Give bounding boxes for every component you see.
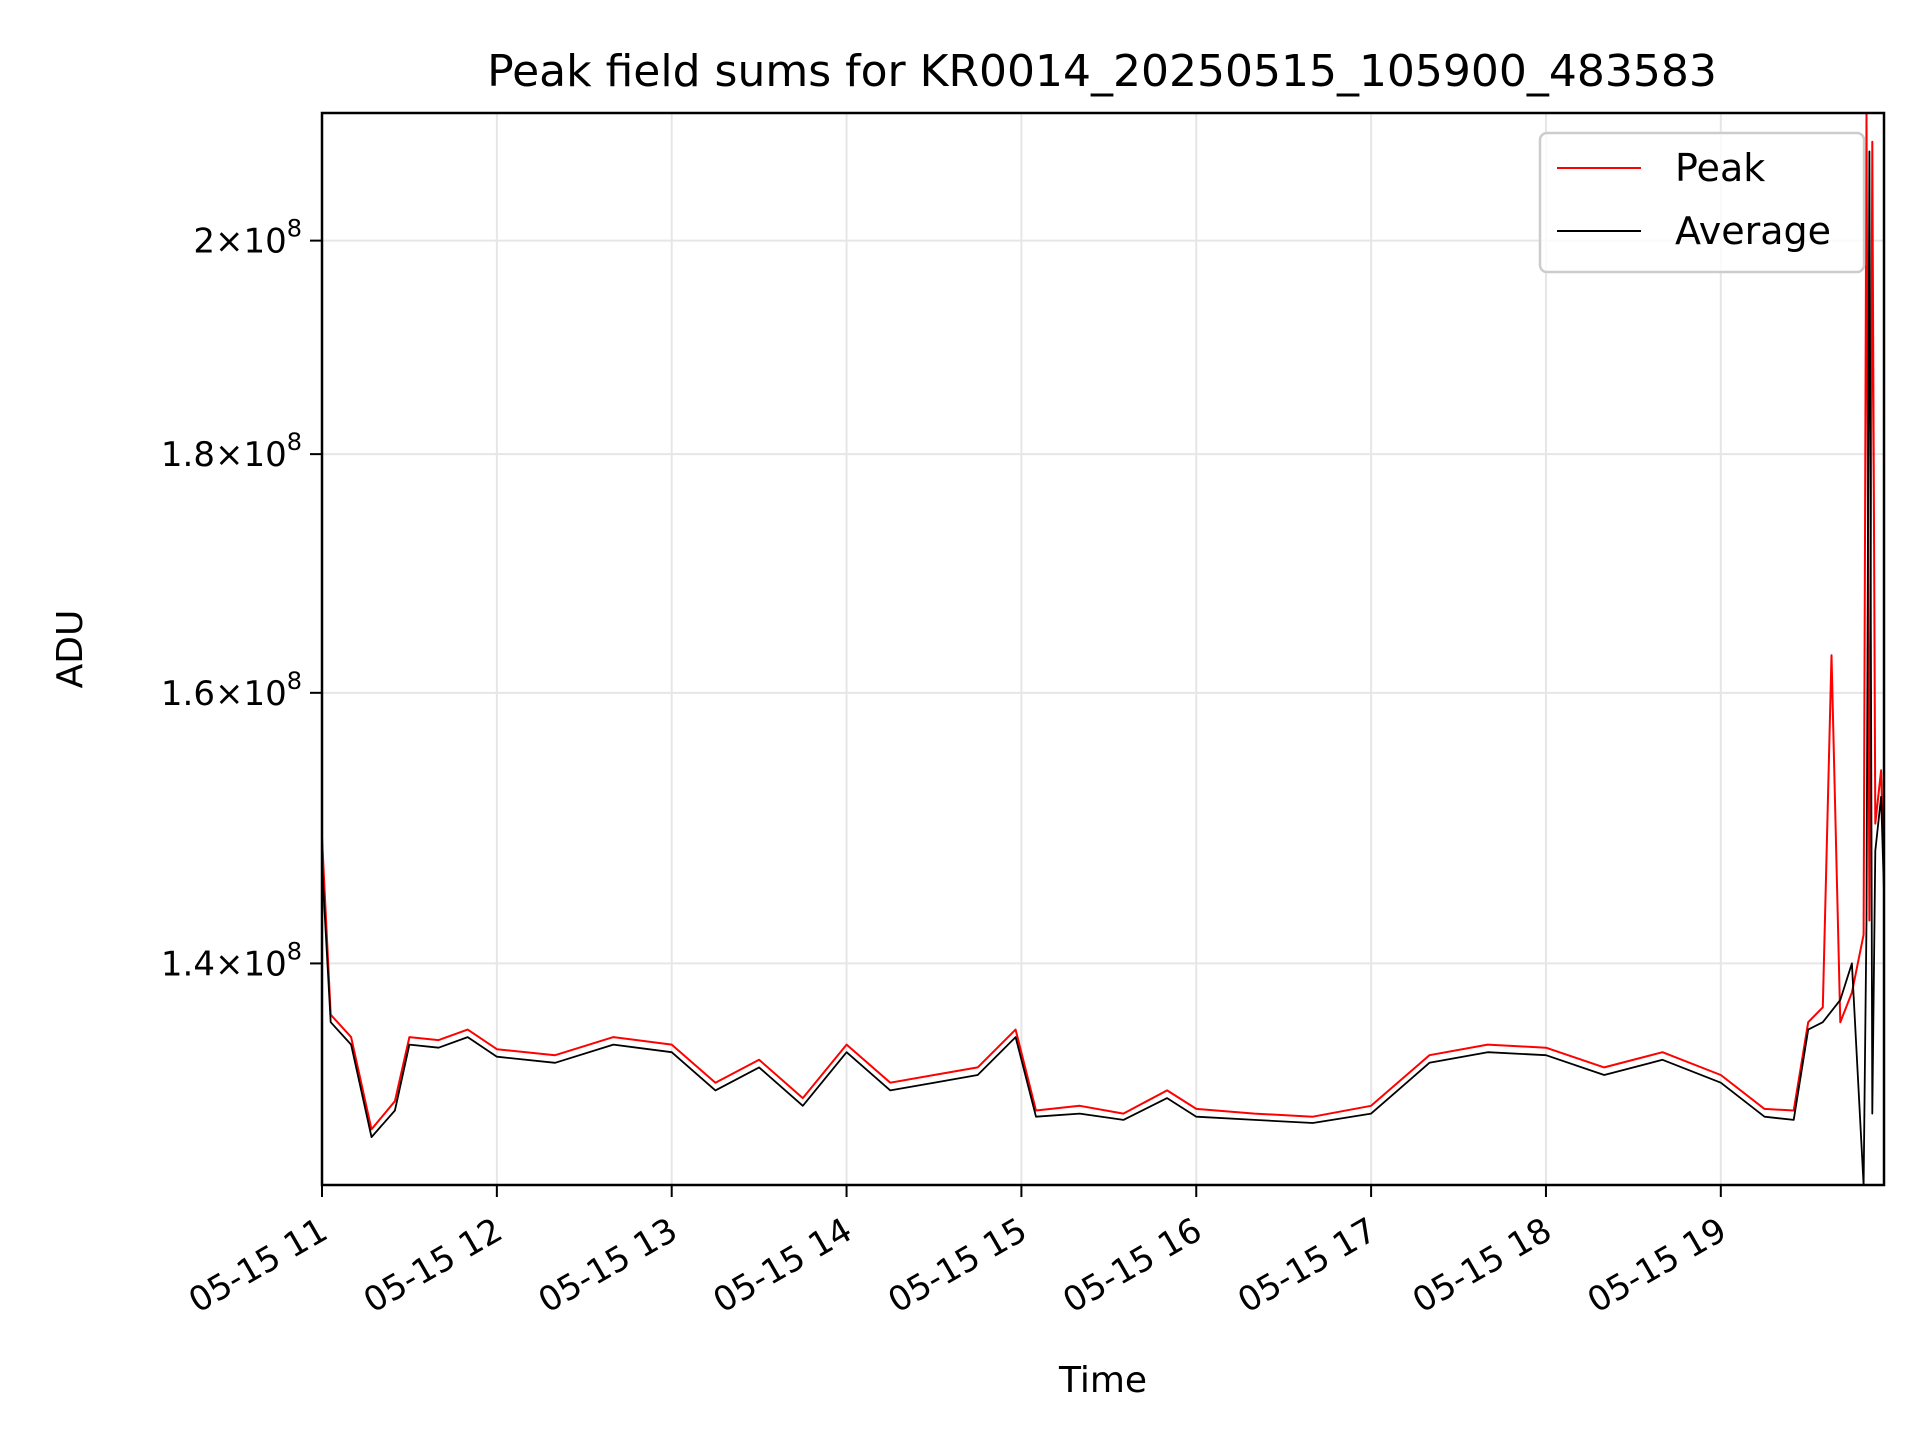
y-tick-label: 2×108 <box>193 215 302 262</box>
y-tick-label: 1.6×108 <box>161 667 302 714</box>
legend: Peak Average <box>1538 131 1866 274</box>
series-line-peak <box>322 113 1884 1131</box>
series-group <box>322 113 1884 1185</box>
series-line-average <box>322 150 1884 1185</box>
plot-frame <box>320 111 1886 1187</box>
plot-area <box>322 113 1884 1185</box>
legend-label-peak: Peak <box>1675 146 1765 190</box>
legend-label-average: Average <box>1675 209 1831 253</box>
y-tick-label: 1.8×108 <box>161 428 302 475</box>
chart-title: Peak field sums for KR0014_20250515_1059… <box>487 46 1717 97</box>
y-axis-label: ADU <box>50 610 91 689</box>
y-tick-label: 1.4×108 <box>161 937 302 984</box>
x-axis-label: Time <box>1058 1360 1147 1401</box>
y-axis: 1.4×108 1.6×108 1.8×108 2×108 <box>161 215 322 984</box>
grid <box>321 113 1884 1185</box>
